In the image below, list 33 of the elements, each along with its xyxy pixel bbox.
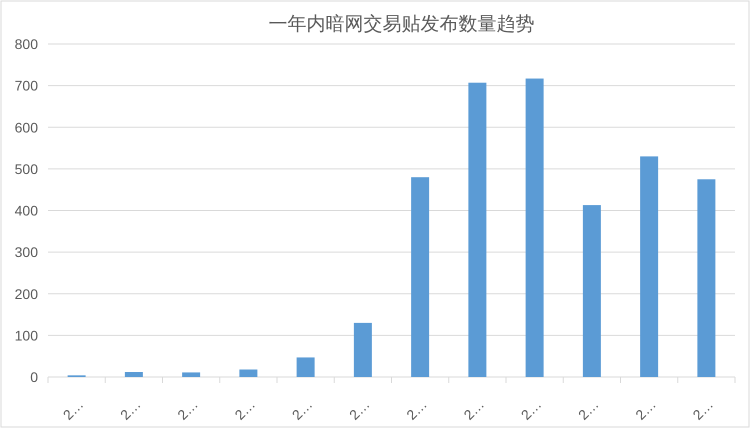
chart-title: 一年内暗网交易贴发布数量趋势 [268,13,534,35]
y-tick-label: 700 [14,78,38,94]
bar [640,156,658,377]
x-tick-label: 2… [116,396,144,423]
bar [182,372,200,377]
bar [124,372,143,377]
y-tick-label: 100 [14,327,38,344]
x-tick-label: 2… [403,396,430,423]
x-tick-label: 2… [689,396,716,423]
x-tick-label: 2… [460,396,488,423]
x-tick-label: 2… [574,396,602,423]
x-tick-label: 2… [632,396,659,423]
bar [526,78,544,377]
bar [582,205,601,377]
y-tick-label: 500 [14,160,38,177]
y-tick-label: 600 [14,119,38,136]
bar [354,322,372,377]
x-tick-label: 2… [174,396,201,423]
bar [239,370,258,377]
x-tick-label: 2… [60,396,86,423]
bar [296,357,315,377]
bar [468,82,486,377]
x-tick-label: 2… [346,396,373,423]
y-tick-label: 0 [30,369,38,385]
y-tick-label: 800 [14,36,38,52]
x-tick-label: 2… [288,396,316,423]
bar [697,179,716,377]
y-tick-label: 400 [14,202,38,218]
x-tick-label: 2… [231,396,258,423]
x-tick-label: 2… [518,396,544,423]
y-tick-label: 300 [14,244,38,260]
y-tick-label: 200 [14,286,38,302]
bar [411,177,430,377]
